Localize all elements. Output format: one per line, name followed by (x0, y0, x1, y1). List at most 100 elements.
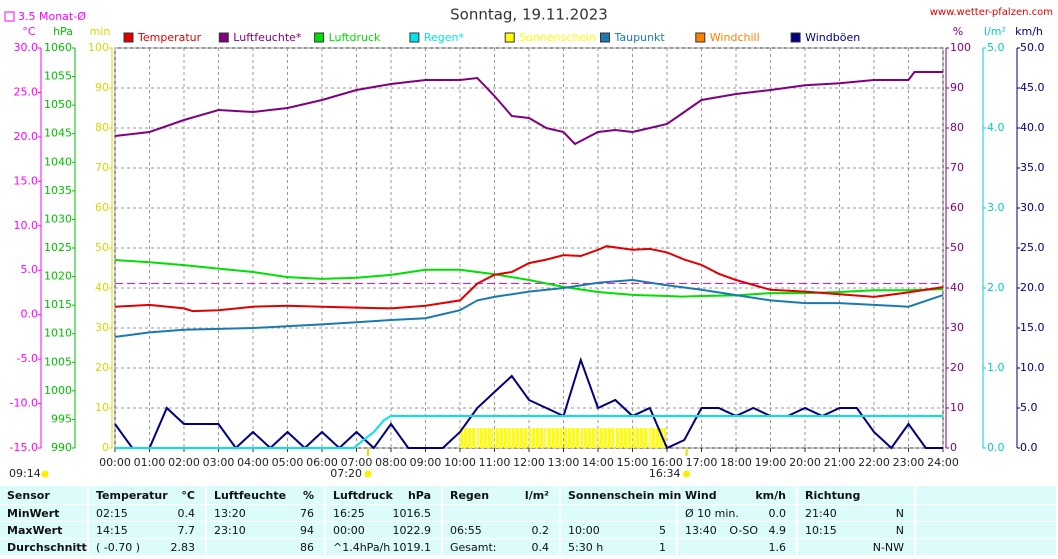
series-line (114, 259, 944, 298)
y-tick-label: 90 (950, 81, 964, 94)
table-header: hPa (408, 489, 431, 502)
axis-label: % (953, 25, 963, 38)
y-tick-label: 990 (51, 441, 72, 454)
table-text: 1016.5 (393, 507, 432, 520)
sunshine-bar (546, 428, 563, 448)
x-tick-label: 07:00 (341, 456, 373, 469)
y-tick-label: 1055 (44, 70, 72, 83)
table-cell (798, 486, 914, 504)
table-cell (678, 505, 796, 521)
table-text: 13:40 (685, 524, 717, 537)
x-tick-label: 09:00 (410, 456, 442, 469)
axis-label: hPa (53, 25, 73, 38)
table-cell (678, 486, 796, 504)
y-tick-label: 25.0 (14, 85, 39, 98)
sunrise-label: 07:20 (330, 467, 362, 480)
y-tick-label: 30.0 (14, 41, 39, 54)
axis-label: l/m² (984, 25, 1006, 38)
legend-label: Windchill (710, 31, 760, 44)
table-text: 21:40 (805, 507, 837, 520)
table-text: 0.4 (178, 507, 196, 520)
table-cell (798, 539, 914, 555)
table-text: 7.7 (178, 524, 196, 537)
table-text: 0.0 (769, 507, 787, 520)
day-length: 09:14 (9, 467, 41, 480)
table-text: 5 (659, 524, 666, 537)
y-tick-label: 25.0 (1020, 241, 1045, 254)
table-cell (207, 539, 324, 555)
y-tick-label: 1050 (44, 98, 72, 111)
legend-label: Windböen (805, 31, 860, 44)
x-tick-label: 04:00 (237, 456, 269, 469)
table-cell (561, 505, 676, 521)
table-header: km/h (755, 489, 786, 502)
y-tick-label: 70 (950, 161, 964, 174)
table-cell (443, 505, 559, 521)
sunshine-bar (615, 428, 632, 448)
table-text: 0.4 (532, 541, 550, 554)
table-cell (561, 522, 676, 538)
table-cell (798, 522, 914, 538)
table-text: 06:55 (450, 524, 482, 537)
table-cell (0, 486, 87, 504)
x-tick-label: 05:00 (272, 456, 304, 469)
y-tick-label: 1025 (44, 241, 72, 254)
sunshine-bar (494, 428, 511, 448)
table-text: MaxWert (7, 524, 62, 537)
legend-swatch (790, 32, 801, 43)
y-tick-label: 995 (51, 412, 72, 425)
table-cell (326, 505, 441, 521)
table-cell (678, 539, 796, 555)
x-tick-label: 24:00 (927, 456, 959, 469)
series-line (115, 415, 943, 449)
legend-swatch (218, 32, 229, 43)
y-tick-label: 5.0 (987, 41, 1005, 54)
y-tick-label: 0 (102, 441, 109, 454)
y-tick-label: 100 (950, 41, 971, 54)
series-line (114, 356, 943, 450)
table-cell (89, 522, 205, 538)
x-tick-label: 02:00 (168, 456, 200, 469)
table-text: Durchschnitt (7, 541, 87, 554)
y-tick-label: 10 (95, 401, 109, 414)
table-text: 86 (300, 541, 314, 554)
axis-label: °C (22, 25, 36, 38)
table-text: 16:25 (333, 507, 365, 520)
x-tick-label: 06:00 (306, 456, 338, 469)
y-tick-label: 1.0 (987, 361, 1005, 374)
y-tick-label: 40 (950, 281, 964, 294)
monthly-mean-icon (4, 11, 15, 22)
table-cell (561, 486, 676, 504)
table-cell (443, 522, 559, 538)
table-header: Sonnenschein min (568, 489, 681, 502)
table-text: Gesamt: (450, 541, 497, 554)
table-header: Sensor (7, 489, 50, 502)
x-tick-label: 11:00 (479, 456, 511, 469)
table-header: % (303, 489, 314, 502)
table-text: ( -0.70 ) (96, 541, 140, 554)
y-tick-label: 50 (95, 241, 109, 254)
legend-swatch (695, 32, 706, 43)
table-text: MinWert (7, 507, 59, 520)
x-tick-label: 08:00 (375, 456, 407, 469)
table-cell (0, 505, 87, 521)
legend-label: Temperatur (137, 31, 202, 44)
y-tick-label: 1030 (44, 212, 72, 225)
y-tick-label: 80 (950, 121, 964, 134)
y-tick-label: 1040 (44, 155, 72, 168)
table-header: Wind (685, 489, 717, 502)
axis-label: km/h (1015, 25, 1043, 38)
y-tick-label: 20.0 (14, 130, 39, 143)
sunset-icon (683, 470, 691, 478)
table-cell (561, 539, 676, 555)
y-tick-label: 90 (95, 81, 109, 94)
y-tick-label: 2.0 (987, 281, 1005, 294)
y-tick-label: 10.0 (14, 219, 39, 232)
table-header: Luftdruck (333, 489, 394, 502)
table-text: N (896, 507, 904, 520)
y-tick-label: 20.0 (1020, 281, 1045, 294)
table-text: Ø 10 min. (685, 507, 739, 520)
legend-label: Taupunkt (614, 31, 666, 44)
x-tick-label: 20:00 (789, 456, 821, 469)
